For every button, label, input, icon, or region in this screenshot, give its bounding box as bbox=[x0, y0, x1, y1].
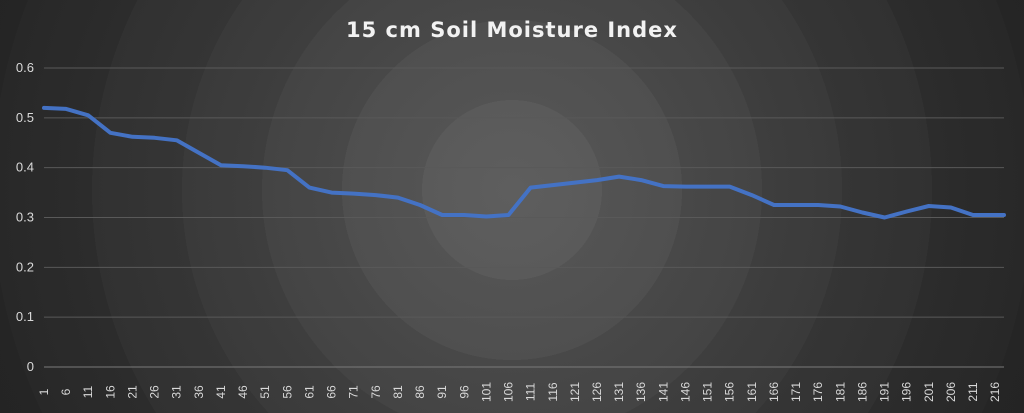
x-axis-ticks: 1 6 11 16 21 26 31 36 41 46 51 56 61 66 71 76 81 86 91 96 10… bbox=[37, 382, 1002, 402]
x-tick-label: 166 bbox=[767, 382, 781, 402]
x-tick-label: 36 bbox=[192, 385, 206, 399]
x-tick-label: 41 bbox=[214, 385, 228, 399]
x-tick-label: 6 bbox=[59, 388, 73, 395]
x-tick-label: 141 bbox=[656, 382, 670, 402]
x-tick-label: 201 bbox=[922, 382, 936, 402]
y-tick-label: 0.3 bbox=[16, 210, 34, 225]
x-tick-label: 16 bbox=[103, 385, 117, 399]
x-tick-label: 181 bbox=[833, 382, 847, 402]
x-tick-label: 56 bbox=[280, 385, 294, 399]
x-tick-label: 106 bbox=[502, 382, 516, 402]
x-tick-label: 131 bbox=[612, 382, 626, 402]
x-tick-label: 116 bbox=[546, 382, 560, 401]
x-tick-label: 76 bbox=[369, 385, 383, 399]
y-tick-label: 0.6 bbox=[16, 60, 34, 75]
x-tick-label: 81 bbox=[391, 385, 405, 399]
x-tick-label: 156 bbox=[723, 382, 737, 402]
y-tick-label: 0.5 bbox=[16, 110, 34, 125]
x-tick-label: 21 bbox=[125, 385, 139, 399]
x-tick-label: 216 bbox=[988, 382, 1002, 402]
x-tick-label: 191 bbox=[878, 382, 892, 402]
x-tick-label: 146 bbox=[678, 382, 692, 402]
series-layer bbox=[42, 105, 1006, 220]
y-tick-label: 0 bbox=[27, 359, 34, 374]
x-tick-label: 96 bbox=[457, 385, 471, 399]
y-axis-ticks: 0 0.1 0.2 0.3 0.4 0.5 0.6 bbox=[16, 60, 34, 374]
x-tick-label: 51 bbox=[258, 385, 272, 399]
x-tick-label: 11 bbox=[81, 385, 95, 398]
x-tick-label: 1 bbox=[37, 388, 51, 395]
x-tick-label: 71 bbox=[347, 385, 361, 399]
y-tick-label: 0.4 bbox=[16, 160, 34, 175]
x-tick-label: 86 bbox=[413, 385, 427, 399]
x-tick-label: 151 bbox=[701, 382, 715, 402]
x-tick-label: 66 bbox=[325, 385, 339, 399]
chart-title: 15 cm Soil Moisture Index bbox=[346, 18, 678, 42]
x-tick-label: 101 bbox=[479, 382, 493, 402]
x-tick-label: 161 bbox=[745, 382, 759, 402]
y-tick-label: 0.2 bbox=[16, 259, 34, 274]
x-tick-label: 61 bbox=[302, 385, 316, 399]
x-tick-label: 196 bbox=[900, 382, 914, 402]
x-tick-label: 126 bbox=[590, 382, 604, 402]
x-tick-label: 46 bbox=[236, 385, 250, 399]
x-tick-label: 171 bbox=[789, 382, 803, 402]
y-tick-label: 0.1 bbox=[16, 309, 34, 324]
x-tick-label: 26 bbox=[148, 385, 162, 399]
x-tick-label: 186 bbox=[855, 382, 869, 402]
x-tick-label: 176 bbox=[811, 382, 825, 402]
x-tick-label: 121 bbox=[568, 382, 582, 402]
series-line bbox=[42, 105, 1006, 220]
x-tick-label: 136 bbox=[634, 382, 648, 402]
x-tick-label: 206 bbox=[944, 382, 958, 402]
x-tick-label: 91 bbox=[435, 385, 449, 399]
gridlines bbox=[44, 67, 1004, 368]
x-tick-label: 211 bbox=[966, 382, 980, 401]
x-tick-label: 111 bbox=[524, 383, 538, 402]
x-tick-label: 31 bbox=[170, 385, 184, 399]
